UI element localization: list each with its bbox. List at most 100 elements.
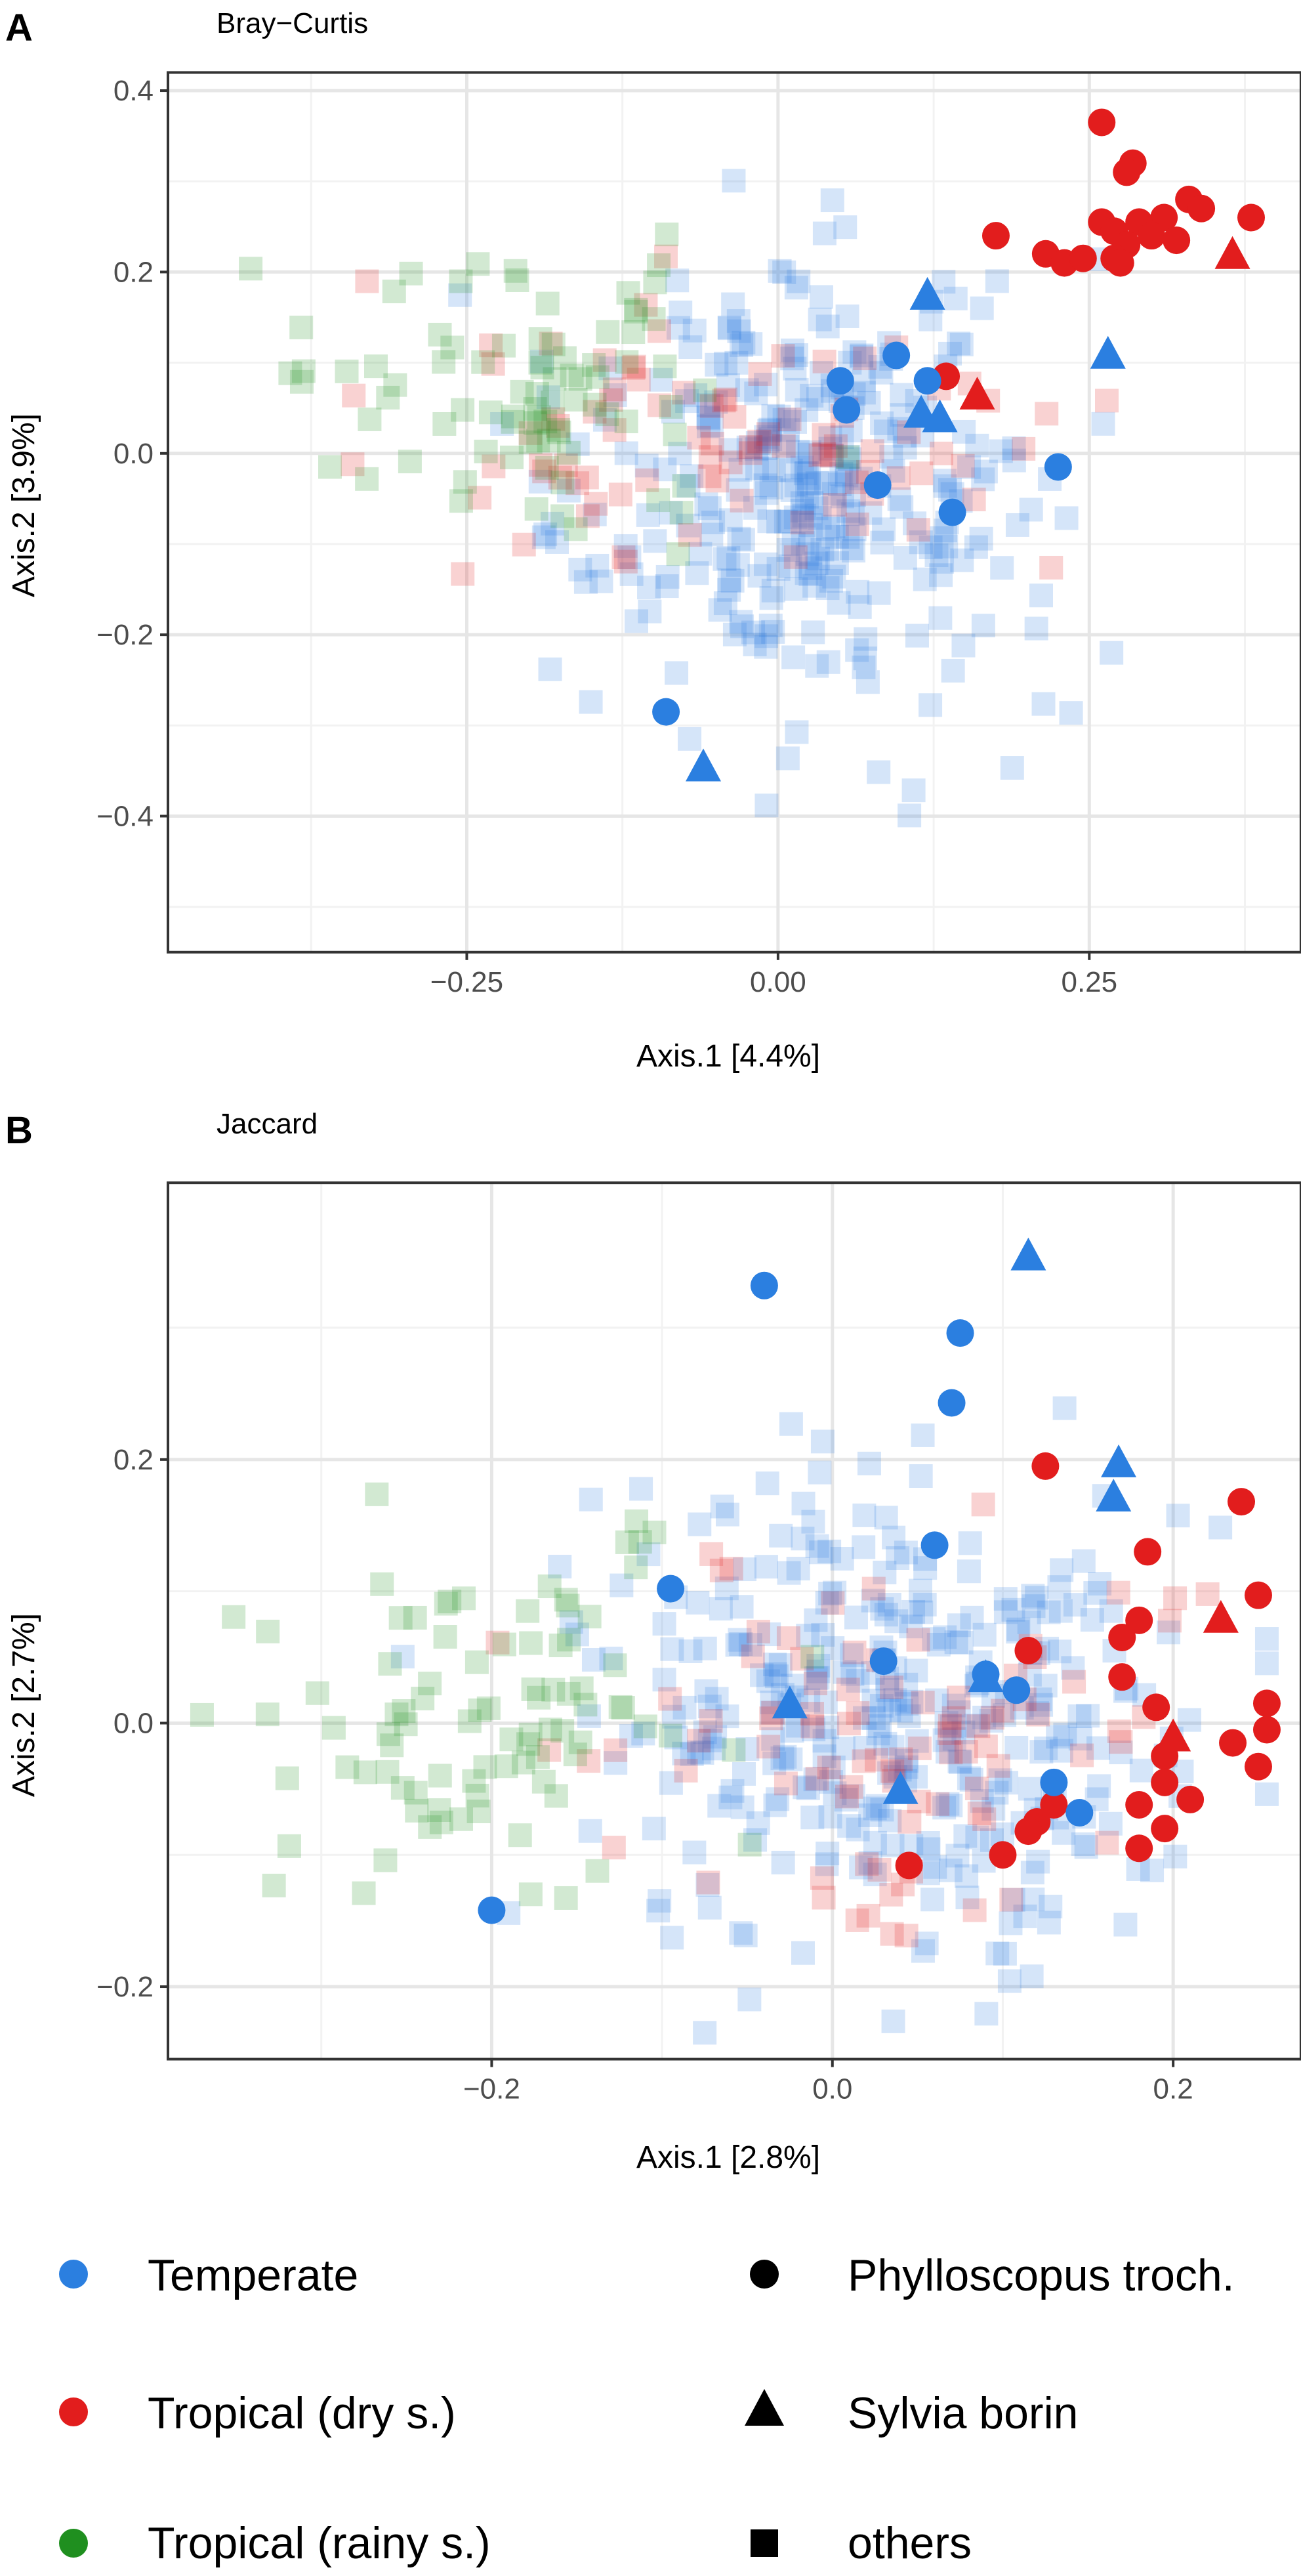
panel-b-others-point	[986, 1754, 1010, 1778]
panel-b-others-point	[516, 1599, 540, 1623]
panel-b-others-point	[846, 1669, 870, 1693]
panel-b-others-point	[428, 1763, 452, 1788]
panel-a-others-point	[583, 400, 607, 424]
panel-a-others-point	[1002, 436, 1026, 460]
panel-a-others-point	[541, 511, 565, 536]
panel-a-others-point	[642, 307, 666, 331]
panel-b-others-point	[957, 1766, 981, 1790]
panel-a-others-point	[659, 395, 683, 419]
panel-a-others-point	[592, 408, 617, 432]
panel-b-others-point	[898, 1809, 922, 1834]
panel-a-y-tick-label: −0.4	[96, 801, 154, 833]
panel-a-others-point	[575, 504, 600, 528]
panel-b-letter: B	[5, 1109, 33, 1152]
panel-a-tropical-dry-circle-point	[1113, 158, 1141, 186]
panel-a-others-point	[783, 410, 808, 434]
panel-b-others-point	[388, 1606, 413, 1630]
panel-b-others-point	[715, 1704, 739, 1729]
panel-a-others-point	[933, 474, 957, 498]
panel-a-others-point	[840, 536, 864, 560]
panel-a-others-point	[785, 377, 809, 402]
panel-b-others-point	[1163, 1586, 1187, 1611]
panel-b-others-point	[948, 1750, 972, 1774]
panel-b-others-point	[920, 1888, 945, 1912]
panel-a-others-point	[647, 393, 671, 417]
panel-b-tropical-dry-circle-point	[1252, 1716, 1281, 1744]
panel-b-tropical-dry-circle-point	[1228, 1488, 1256, 1516]
panel-b-temperate-circle-point	[1065, 1799, 1094, 1827]
panel-a-others-point	[823, 434, 848, 458]
panel-a-others-point	[735, 378, 759, 402]
panel-b-others-point	[660, 1926, 684, 1950]
panel-a-others-point	[449, 489, 473, 513]
panel-a-others-cloud	[239, 169, 1124, 828]
panel-a-others-point	[533, 522, 558, 547]
panel-b-others-point	[812, 1744, 836, 1768]
panel-a-others-point	[825, 551, 849, 575]
panel-a-others-point	[795, 398, 819, 422]
panel-a-others-point	[619, 562, 644, 586]
panel-b-others-point	[1025, 1701, 1049, 1725]
panel-a-temperate-circle-point	[833, 396, 861, 424]
panel-b-others-point	[518, 1882, 543, 1907]
panel-b-others-point	[937, 1721, 961, 1745]
panel-b-others-point	[791, 1527, 815, 1551]
panel-a-others-point	[696, 393, 720, 417]
panel-a-others-point	[827, 472, 852, 496]
panel-a-others-point	[775, 434, 800, 459]
panel-a-others-point	[524, 411, 548, 435]
panel-a-temperate-triangle-point	[1090, 335, 1126, 369]
panel-a-others-point	[776, 418, 800, 442]
panel-a-others-point	[845, 638, 869, 662]
panel-a-others-point	[805, 471, 829, 496]
panel-b-others-point	[531, 1769, 556, 1794]
panel-a-others-point	[808, 506, 832, 530]
panel-a-others-point	[793, 461, 817, 486]
panel-a-others-point	[743, 496, 767, 520]
panel-b-others-point	[768, 1653, 793, 1678]
panel-b-others-point	[803, 1672, 827, 1696]
panel-a-others-point	[556, 478, 581, 503]
panel-b-others-point	[811, 1622, 835, 1647]
panel-b-others-point	[554, 1886, 578, 1910]
legend-item-others: others	[751, 2518, 972, 2568]
panel-a-others-point	[491, 333, 516, 358]
panel-b-others-point	[999, 1888, 1023, 1912]
panel-b-others-point	[1063, 1593, 1087, 1617]
panel-b-others-point	[1046, 1725, 1070, 1749]
panel-a-others-point	[772, 408, 796, 432]
panel-b-others-point	[993, 1941, 1017, 1966]
panel-a-others-point	[736, 435, 760, 459]
panel-a-others-point	[547, 418, 571, 442]
panel-b-others-point	[774, 1771, 798, 1796]
panel-a-others-point	[798, 556, 823, 580]
panel-b-others-point	[817, 1539, 842, 1563]
panel-b-others-point	[841, 1784, 865, 1808]
panel-b-others-point	[730, 1595, 754, 1619]
panel-b-others-point	[604, 1751, 628, 1775]
panel-b-others-point	[899, 1615, 923, 1639]
panel-a-others-point	[699, 413, 724, 438]
panel-a-others-point	[854, 627, 878, 651]
panel-b-others-point	[786, 1557, 810, 1581]
panel-a-others-point	[901, 778, 926, 803]
panel-a-others-point	[947, 331, 971, 356]
panel-b-others-point	[1062, 1670, 1086, 1694]
panel-b-others-point	[858, 1803, 882, 1827]
panel-a-others-point	[818, 436, 842, 461]
panel-b-others-point	[1254, 1627, 1279, 1651]
panel-a-tropical-dry-circle-point	[1069, 244, 1097, 272]
panel-b-temperate-triangle-point	[882, 1771, 919, 1804]
panel-a-others-point	[738, 441, 762, 465]
panel-b-others-point	[438, 1590, 462, 1614]
panel-a-y-tick-label: 0.2	[114, 256, 154, 288]
panel-b-others-point	[658, 1723, 682, 1748]
panel-b-tropical-dry-circle-point	[1108, 1663, 1136, 1691]
panel-a-others-point	[615, 350, 639, 374]
panel-b-others-point	[462, 1769, 486, 1793]
panel-a-others-point	[797, 466, 821, 490]
panel-a-others-point	[820, 188, 844, 213]
panel-a-others-point	[941, 658, 965, 683]
panel-a-others-point	[583, 392, 607, 417]
panel-a-others-point	[853, 347, 877, 371]
